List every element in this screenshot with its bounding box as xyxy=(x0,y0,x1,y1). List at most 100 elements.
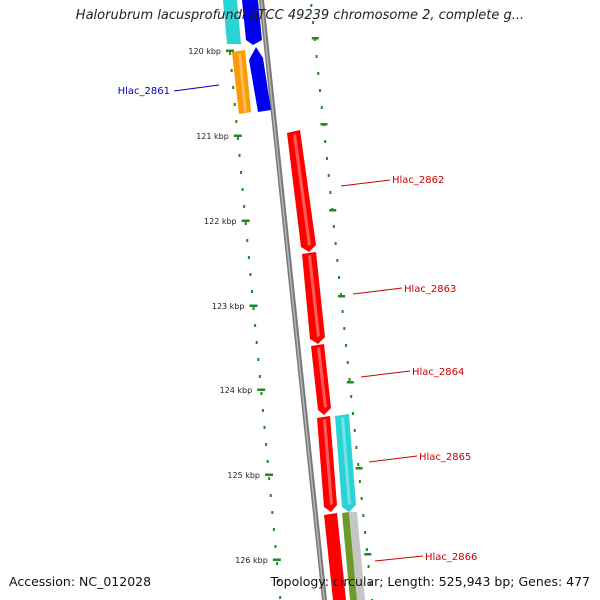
feature-teal-top[interactable] xyxy=(223,0,241,44)
outer-tick xyxy=(329,209,337,212)
outer-dot xyxy=(358,480,361,483)
map-title: Halorubrum lacusprofundi ATCC 49239 chro… xyxy=(75,8,525,23)
ruler-tick-label: 121 kbp xyxy=(196,132,229,141)
ruler-tick-mark xyxy=(265,473,274,476)
outer-dot xyxy=(362,514,365,517)
gene-label-hlac-2866[interactable]: Hlac_2866 xyxy=(425,552,477,563)
outer-dot xyxy=(315,55,318,58)
ruler-tick-label: 126 kbp xyxy=(235,556,268,565)
outer-dot xyxy=(325,157,328,160)
ruler-dot xyxy=(261,409,264,412)
ruler-dot xyxy=(258,375,261,378)
ruler-tick-mark xyxy=(233,134,242,137)
ruler-tick-mark xyxy=(226,49,235,52)
outer-dot xyxy=(360,497,363,500)
ruler-labels: 120 kbp 121 kbp 122 kbp 123 kbp 124 kbp 125 k… xyxy=(188,47,281,565)
ruler-dot xyxy=(232,86,235,89)
ruler-dot xyxy=(268,477,271,480)
ruler-dot xyxy=(246,239,249,242)
outer-tick xyxy=(311,37,319,40)
gene-hlac-2864[interactable] xyxy=(311,344,331,415)
gene-hlac-2862[interactable] xyxy=(287,130,316,252)
outer-dot xyxy=(343,327,346,330)
outer-dot xyxy=(310,4,313,7)
ruler-dot xyxy=(277,579,280,582)
ruler-dot xyxy=(236,137,239,140)
ruler-dot xyxy=(230,69,233,72)
ruler-dot xyxy=(257,358,260,361)
ruler-dot xyxy=(272,528,275,531)
gene-label-hlac-2861[interactable]: Hlac_2861 xyxy=(118,86,170,97)
outer-dot xyxy=(336,259,339,262)
outer-dot xyxy=(345,344,348,347)
ruler-dot xyxy=(265,443,268,446)
outer-tick xyxy=(364,553,372,556)
gene-label-hlac-2862[interactable]: Hlac_2862 xyxy=(392,175,444,186)
ruler-tick-label: 122 kbp xyxy=(204,217,237,226)
gene-hlac-2863[interactable] xyxy=(302,252,325,344)
genome-summary: Topology: circular; Length: 525,943 bp; … xyxy=(270,574,591,589)
ruler-dot xyxy=(263,426,266,429)
ruler-tick-label: 124 kbp xyxy=(220,386,253,395)
outer-dot xyxy=(364,531,367,534)
ruler-dot xyxy=(279,596,282,599)
outer-dot xyxy=(320,106,323,109)
ruler-dot xyxy=(276,562,279,565)
outer-dot xyxy=(341,310,344,313)
outer-tick xyxy=(346,381,354,384)
callout-leader-line xyxy=(340,179,391,187)
callout-leader-line xyxy=(374,555,424,562)
ruler-dot xyxy=(255,341,258,344)
ruler-tick-mark xyxy=(249,304,258,307)
gene-olive-2866b[interactable] xyxy=(342,512,357,600)
ruler-dot xyxy=(266,460,269,463)
ruler-dot xyxy=(274,545,277,548)
ruler-dot xyxy=(238,154,241,157)
gene-callouts: Hlac_2861 Hlac_2862 Hlac_2863 Hlac_2864 Hlac… xyxy=(118,84,477,563)
feature-orange-2861a[interactable] xyxy=(232,50,251,114)
genome-backbone-highlight xyxy=(260,0,325,600)
outer-dot xyxy=(355,446,358,449)
gene-label-hlac-2864[interactable]: Hlac_2864 xyxy=(412,367,464,378)
ruler-tick-label: 123 kbp xyxy=(212,302,245,311)
gene-teal-2865b[interactable] xyxy=(335,414,356,512)
ruler-dot xyxy=(244,222,247,225)
feature-blue-2861[interactable] xyxy=(249,47,271,112)
gene-label-hlac-2865[interactable]: Hlac_2865 xyxy=(419,452,471,463)
callout-leader-line xyxy=(173,84,220,92)
gene-silver-2866c[interactable] xyxy=(349,512,365,600)
ruler-tick-label: 125 kbp xyxy=(227,471,260,480)
gene-hlac-2866[interactable] xyxy=(324,513,346,600)
gene-label-hlac-2863[interactable]: Hlac_2863 xyxy=(404,284,456,295)
outer-tick xyxy=(338,295,346,298)
feature-blue-top[interactable] xyxy=(242,0,262,45)
ruler-dots xyxy=(225,4,374,600)
ruler-dot xyxy=(251,290,253,293)
outer-dot xyxy=(369,582,372,585)
ruler-dot xyxy=(247,256,250,259)
outer-dot xyxy=(339,293,342,296)
outer-tick xyxy=(320,123,328,126)
ruler-dot xyxy=(240,171,243,174)
callout-leader-line xyxy=(368,455,418,463)
callout-leader-line xyxy=(360,370,411,378)
outer-dot xyxy=(319,89,322,92)
ruler-dot xyxy=(269,494,272,497)
ruler-dot xyxy=(233,103,236,106)
outer-dot xyxy=(329,191,332,194)
outer-dot xyxy=(367,565,370,568)
ruler-tick-mark xyxy=(257,388,266,391)
ruler-tick-mark xyxy=(241,219,250,222)
ruler-dot xyxy=(241,188,244,191)
ruler-tick-label: 120 kbp xyxy=(188,47,221,56)
ruler-dot xyxy=(243,205,246,208)
outer-dot xyxy=(350,395,353,398)
outer-dot xyxy=(357,463,360,466)
gene-hlac-2865[interactable] xyxy=(317,416,337,512)
ruler-tick-mark xyxy=(272,558,281,561)
outer-dot xyxy=(346,361,349,364)
gene-features xyxy=(223,0,365,600)
outer-dot xyxy=(317,72,320,75)
